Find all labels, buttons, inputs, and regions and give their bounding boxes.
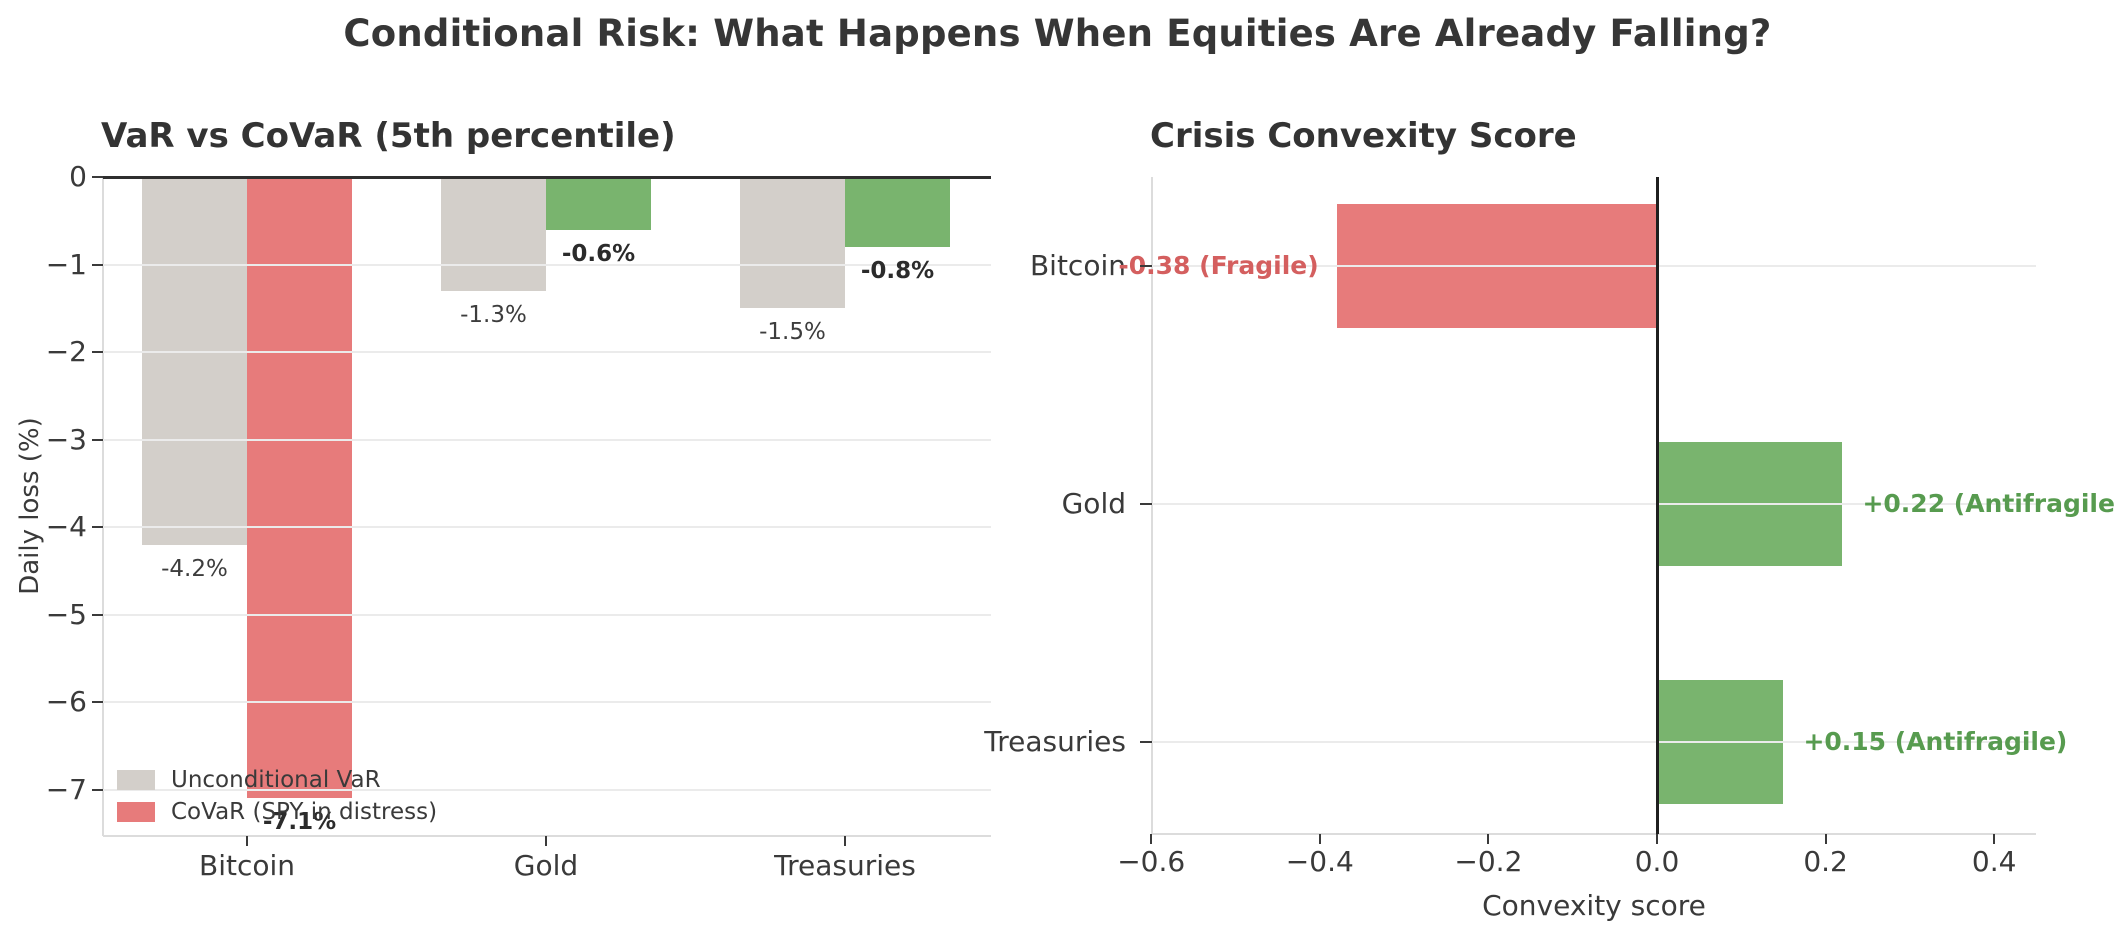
y-tick-mark xyxy=(92,438,103,441)
y-tick-mark xyxy=(92,351,103,353)
bottom-axis-spine xyxy=(1152,833,2036,835)
y-tick-mark xyxy=(1140,741,1152,743)
left-plot-area: -4.2% -7.1% -1.3% -0.6% -1.5% -0.8% 0 −1… xyxy=(46,160,991,882)
value-label-convexity-gold: +0.22 (Antifragile) xyxy=(1862,489,2115,518)
x-tick-mark xyxy=(1656,834,1658,844)
y-tick-mark xyxy=(92,788,103,791)
x-tick-mark xyxy=(844,836,846,846)
gridline xyxy=(103,788,991,791)
x-tick-label-gold: Gold xyxy=(513,849,579,882)
y-tick-label-gold: Gold xyxy=(1061,487,1126,520)
legend: Unconditional VaR CoVaR (SPY in distress… xyxy=(117,765,437,829)
bar-unconditional-var-bitcoin xyxy=(142,177,247,545)
gridline xyxy=(103,701,991,703)
y-tick-label: 0 xyxy=(69,160,87,193)
legend-label: Unconditional VaR xyxy=(171,767,381,793)
legend-label: CoVaR (SPY in distress) xyxy=(171,799,438,825)
gridline xyxy=(1152,741,2036,743)
bar-covar-bitcoin xyxy=(247,177,352,799)
y-tick-mark xyxy=(92,701,103,703)
legend-entry: CoVaR (SPY in distress) xyxy=(117,797,437,827)
x-tick-label-bitcoin: Bitcoin xyxy=(198,849,296,882)
left-axis-spine xyxy=(102,177,104,836)
right-chart-title: Crisis Convexity Score xyxy=(1150,116,1577,156)
y-tick-label: −3 xyxy=(45,422,87,456)
x-tick-mark xyxy=(1824,834,1827,844)
legend-swatch-covar xyxy=(117,802,155,822)
legend-entry: Unconditional VaR xyxy=(117,765,437,795)
gridline xyxy=(103,263,991,266)
y-tick-mark xyxy=(92,613,103,616)
y-tick-label: −2 xyxy=(45,335,87,368)
y-tick-mark xyxy=(1140,265,1152,267)
value-label-covar-bitcoin: -7.1% xyxy=(262,809,337,836)
x-tick-label: −0.4 xyxy=(1285,845,1354,878)
value-label-var-bitcoin: -4.2% xyxy=(161,555,228,582)
x-tick-label: −0.2 xyxy=(1454,845,1523,878)
y-tick-label: −1 xyxy=(45,247,87,281)
figure-title: Conditional Risk: What Happens When Equi… xyxy=(343,12,1772,55)
x-tick-label-treasuries: Treasuries xyxy=(774,849,916,882)
gridline xyxy=(1152,265,2036,267)
value-label-covar-gold: -0.6% xyxy=(561,240,636,267)
y-tick-label: −7 xyxy=(45,772,87,806)
x-tick-mark xyxy=(246,836,248,846)
left-axis-spine xyxy=(1151,177,1153,834)
right-chart-x-axis-label: Convexity score xyxy=(1482,889,1706,922)
y-tick-label-bitcoin: Bitcoin xyxy=(1029,249,1126,282)
value-label-var-gold: -1.3% xyxy=(460,301,527,328)
gridline xyxy=(103,351,991,353)
bar-unconditional-var-gold xyxy=(441,177,546,291)
gridline xyxy=(103,526,991,528)
left-chart-title: VaR vs CoVaR (5th percentile) xyxy=(101,116,676,156)
bottom-axis-spine xyxy=(103,835,991,837)
x-tick-mark xyxy=(1993,834,1996,844)
zero-line xyxy=(1656,177,1659,834)
y-tick-label: −5 xyxy=(45,597,87,631)
x-tick-mark xyxy=(1150,834,1153,844)
y-tick-mark xyxy=(1140,503,1152,505)
legend-swatch-unconditional-var xyxy=(117,770,155,790)
x-tick-label: 0.0 xyxy=(1634,845,1680,878)
y-tick-mark xyxy=(92,263,103,266)
x-tick-label: 0.4 xyxy=(1971,845,2017,878)
bar-covar-gold xyxy=(546,177,651,230)
y-tick-label: −6 xyxy=(45,685,87,718)
value-label-covar-treasuries: -0.8% xyxy=(860,258,935,284)
x-tick-label: 0.2 xyxy=(1803,845,1848,878)
gridline xyxy=(1152,503,2036,505)
gridline xyxy=(103,613,991,616)
y-tick-label: −4 xyxy=(45,510,87,543)
x-tick-mark xyxy=(545,836,547,846)
value-label-var-treasuries: -1.5% xyxy=(759,319,826,346)
y-tick-label-treasuries: Treasuries xyxy=(984,725,1126,758)
y-tick-mark xyxy=(92,176,103,178)
bar-covar-treasuries xyxy=(845,177,950,247)
zero-line xyxy=(103,176,991,179)
right-plot-area: Bitcoin Gold Treasuries -0.38 (Fragile) … xyxy=(984,177,2115,922)
x-tick-label: −0.6 xyxy=(1117,845,1186,878)
y-tick-mark xyxy=(92,526,103,528)
gridline xyxy=(103,438,991,441)
bar-unconditional-var-treasuries xyxy=(740,177,845,309)
x-tick-mark xyxy=(1487,834,1490,844)
x-tick-mark xyxy=(1318,834,1321,844)
value-label-convexity-treasuries: +0.15 (Antifragile) xyxy=(1803,727,2068,756)
